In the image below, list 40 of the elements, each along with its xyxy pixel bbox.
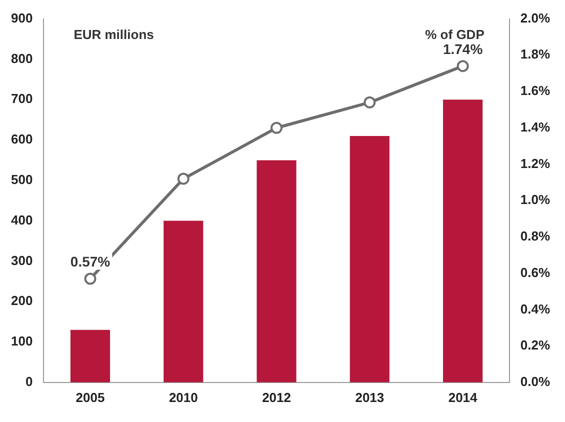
point (84, 272, 96, 285)
y2-tick-label: 0.0% (520, 374, 550, 389)
point (177, 172, 190, 185)
y2-tick-label: 1.4% (520, 119, 550, 134)
point (270, 122, 283, 134)
y2-tick-label: 1.2% (520, 156, 550, 171)
y-tick-label: 700 (10, 91, 33, 106)
y-tick-label: 800 (10, 50, 33, 66)
y2-tick-label: 2.0% (520, 10, 550, 26)
point (364, 96, 376, 108)
data-label: 0.57% (70, 254, 111, 270)
bar (443, 100, 483, 382)
y2-tick-label: 1.6% (520, 83, 550, 98)
y2-tick-label: 0.8% (520, 228, 550, 244)
y-tick-label: 200 (10, 293, 33, 308)
y-tick-label: 100 (10, 334, 33, 349)
y2-tick-label: 1.0% (520, 192, 550, 208)
y2-tick-label: 0.2% (520, 338, 550, 353)
bar (256, 160, 296, 382)
y-axis-title: EUR millions (74, 26, 154, 42)
bar (350, 136, 390, 382)
point (456, 60, 469, 72)
y2-tick-label: 0.4% (520, 301, 550, 316)
y-tick-label: 500 (10, 172, 33, 187)
x-tick-label: 2013 (355, 390, 384, 405)
x-tick-label: 2010 (168, 390, 198, 405)
x-tick-label: 2005 (76, 390, 105, 405)
y2-tick-label: 1.8% (520, 46, 550, 62)
y-tick-label: 900 (10, 10, 33, 26)
y2-tick-label: 0.6% (520, 264, 550, 280)
data-label: 1.74% (442, 40, 484, 57)
y-tick-label: 300 (10, 252, 33, 268)
bar (164, 220, 204, 382)
y-tick-label: 0 (25, 374, 33, 389)
bar (70, 330, 110, 382)
y-tick-label: 600 (10, 132, 33, 147)
x-tick-label: 2012 (262, 390, 291, 405)
x-tick-label: 2014 (448, 390, 478, 405)
y-tick-label: 400 (10, 212, 33, 228)
y2-axis-title: % of GDP (425, 26, 485, 42)
